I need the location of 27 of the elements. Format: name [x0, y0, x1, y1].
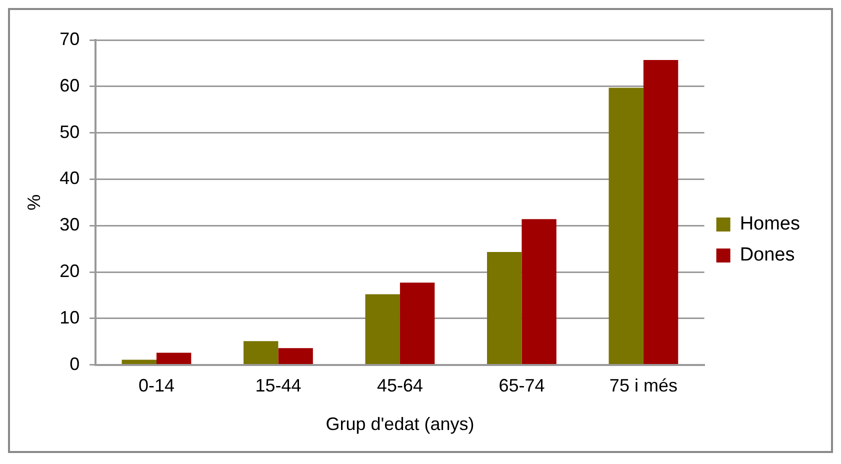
y-axis-title: % — [24, 194, 44, 210]
bar — [122, 360, 156, 364]
y-tick-label: 40 — [60, 168, 80, 188]
y-tick-label: 30 — [60, 214, 80, 235]
legend-label: Dones — [740, 244, 795, 266]
y-tick-label: 20 — [60, 260, 80, 281]
bar — [522, 219, 556, 364]
x-tick-label: 65-74 — [498, 376, 545, 396]
x-tick-label: 0-14 — [138, 376, 175, 396]
legend-label: Homes — [740, 214, 800, 235]
bar — [156, 352, 192, 364]
x-axis-title: Grup d'edat (anys) — [326, 414, 474, 434]
y-tick-label: 0 — [70, 354, 80, 374]
x-tick-label: 75 i més — [609, 376, 678, 396]
bar — [365, 294, 400, 364]
bar — [608, 88, 644, 364]
bar — [487, 252, 522, 364]
y-tick-label: 70 — [60, 28, 80, 49]
bar — [643, 60, 678, 364]
bar — [400, 282, 435, 364]
y-tick-label: 10 — [60, 307, 80, 328]
x-tick-label: 45-64 — [376, 376, 423, 396]
bar — [278, 348, 313, 364]
y-tick-label: 50 — [60, 122, 80, 142]
bar — [244, 341, 278, 364]
y-tick-label: 60 — [60, 75, 80, 96]
x-tick-label: 15-44 — [255, 376, 302, 396]
